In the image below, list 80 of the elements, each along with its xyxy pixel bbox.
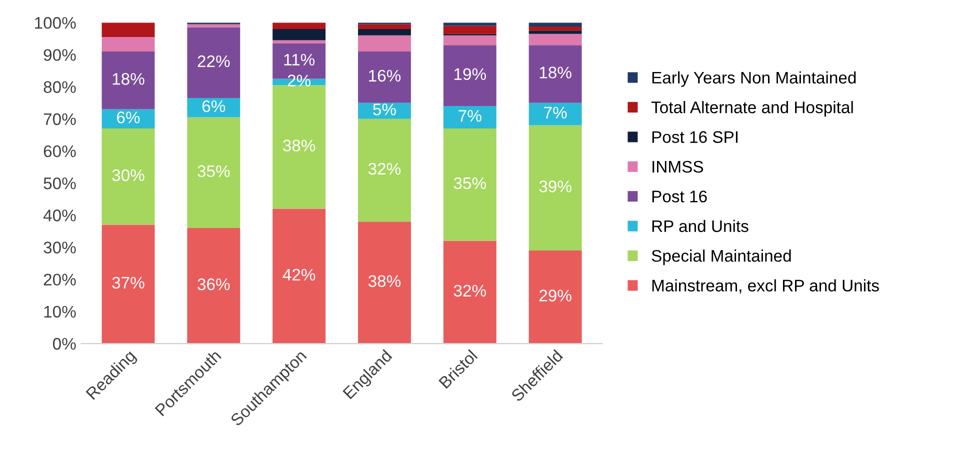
data-label: 37% [112, 276, 144, 289]
y-tick-label: 50% [44, 177, 76, 190]
data-label: 36% [198, 278, 230, 290]
bar [528, 34, 582, 46]
bar [187, 117, 240, 228]
y-tick-label: 10% [44, 306, 76, 318]
bar [272, 208, 326, 344]
bar [102, 37, 155, 52]
y-tick-label: 30% [44, 242, 76, 254]
bar [528, 45, 582, 103]
bar [443, 128, 496, 241]
bar [528, 22, 582, 26]
bar [528, 102, 582, 126]
bar [272, 22, 326, 30]
y-tick-label: 40% [43, 210, 76, 222]
y-tick-label: 90% [44, 49, 76, 61]
bar [187, 228, 240, 344]
data-label: 6% [117, 112, 140, 124]
data-label: 29% [539, 290, 572, 302]
legend-label: INMSS [652, 160, 704, 173]
data-label: 22% [198, 55, 230, 68]
data-label: 7% [544, 106, 567, 118]
bar [102, 51, 155, 110]
legend-label: RP and Units [652, 220, 748, 232]
y-tick-label: 20% [44, 274, 76, 286]
data-label: 35% [454, 177, 486, 190]
bar [443, 26, 496, 34]
bar [528, 26, 582, 31]
bar [528, 250, 582, 344]
bar [443, 45, 496, 106]
legend-label: Mainstream, excl RP and Units [652, 279, 879, 294]
bar [187, 27, 240, 98]
bar [528, 30, 582, 34]
y-tick-label: 80% [44, 81, 76, 93]
bar [358, 24, 411, 30]
bar [102, 128, 155, 225]
legend-label: Special Maintained [652, 250, 791, 266]
data-label: 32% [368, 162, 401, 175]
bar [102, 224, 155, 344]
bar [187, 24, 240, 28]
bar [528, 125, 582, 250]
y-tick-label: 70% [44, 113, 76, 126]
legend-label: Early Years Non Maintained [652, 71, 856, 87]
bar [102, 22, 155, 38]
y-tick-label: 100% [35, 17, 76, 29]
bar [272, 40, 326, 44]
bar [358, 29, 411, 36]
data-label: 16% [369, 70, 401, 82]
data-label: 42% [282, 268, 316, 281]
bar [272, 85, 326, 209]
bar [358, 118, 411, 222]
bar [187, 98, 240, 118]
bar [443, 240, 496, 344]
bar [443, 35, 496, 46]
data-label: 32% [454, 284, 486, 297]
legend-label: Total Alternate and Hospital [651, 101, 853, 117]
data-label: 2% [288, 74, 311, 86]
data-label: 5% [373, 104, 396, 116]
data-label: 39% [539, 180, 572, 192]
legend-label: Post 16 [652, 190, 707, 202]
data-label: 18% [540, 66, 572, 78]
bar [272, 29, 326, 40]
bar [358, 35, 411, 52]
legend-label: Post 16 SPI [652, 131, 738, 143]
data-label: 35% [198, 165, 230, 178]
bar [443, 22, 496, 26]
data-label: 30% [112, 169, 144, 182]
y-tick-label: 0% [52, 338, 76, 350]
y-tick-label: 60% [44, 145, 76, 158]
data-label: 7% [458, 110, 482, 122]
data-label: 38% [368, 275, 401, 288]
bar [358, 222, 411, 344]
data-label: 19% [454, 68, 486, 80]
bar [443, 106, 496, 129]
bar [102, 109, 155, 129]
bar [358, 51, 411, 103]
data-label: 11% [284, 54, 315, 66]
data-label: 18% [112, 73, 144, 85]
data-label: 6% [202, 100, 226, 112]
data-label: 38% [283, 140, 316, 152]
